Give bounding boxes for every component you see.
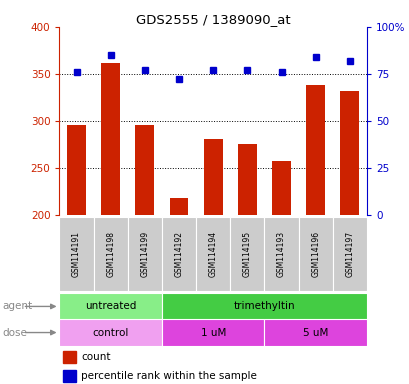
Text: GSM114199: GSM114199 xyxy=(140,231,149,277)
Bar xyxy=(62,351,76,363)
Bar xyxy=(264,319,366,346)
Bar xyxy=(196,217,230,291)
Text: untreated: untreated xyxy=(85,301,136,311)
Text: dose: dose xyxy=(2,328,27,338)
Bar xyxy=(135,126,154,215)
Text: GSM114195: GSM114195 xyxy=(242,231,251,277)
Bar xyxy=(203,139,222,215)
Text: GSM114193: GSM114193 xyxy=(276,231,285,277)
Text: GSM114192: GSM114192 xyxy=(174,231,183,277)
Bar xyxy=(59,319,162,346)
Text: percentile rank within the sample: percentile rank within the sample xyxy=(81,371,256,381)
Bar xyxy=(62,370,76,382)
Text: agent: agent xyxy=(2,301,32,311)
Text: GSM114197: GSM114197 xyxy=(344,231,353,277)
Bar xyxy=(230,217,264,291)
Text: control: control xyxy=(92,328,128,338)
Bar xyxy=(59,293,162,319)
Bar xyxy=(264,217,298,291)
Bar xyxy=(101,63,120,215)
Bar xyxy=(272,161,290,215)
Bar xyxy=(93,217,128,291)
Bar xyxy=(339,91,358,215)
Bar xyxy=(162,319,264,346)
Bar xyxy=(332,217,366,291)
Text: trimethyltin: trimethyltin xyxy=(233,301,294,311)
Text: 5 uM: 5 uM xyxy=(302,328,328,338)
Bar xyxy=(162,293,366,319)
Bar xyxy=(128,217,162,291)
Bar xyxy=(298,217,332,291)
Bar xyxy=(59,217,93,291)
Text: GSM114194: GSM114194 xyxy=(208,231,217,277)
Bar xyxy=(306,85,324,215)
Text: GSM114198: GSM114198 xyxy=(106,231,115,277)
Text: GSM114196: GSM114196 xyxy=(310,231,319,277)
Bar xyxy=(169,198,188,215)
Bar xyxy=(67,124,86,215)
Text: GSM114191: GSM114191 xyxy=(72,231,81,277)
Text: count: count xyxy=(81,352,110,362)
Text: 1 uM: 1 uM xyxy=(200,328,225,338)
Title: GDS2555 / 1389090_at: GDS2555 / 1389090_at xyxy=(135,13,290,26)
Bar xyxy=(237,144,256,215)
Bar xyxy=(162,217,196,291)
